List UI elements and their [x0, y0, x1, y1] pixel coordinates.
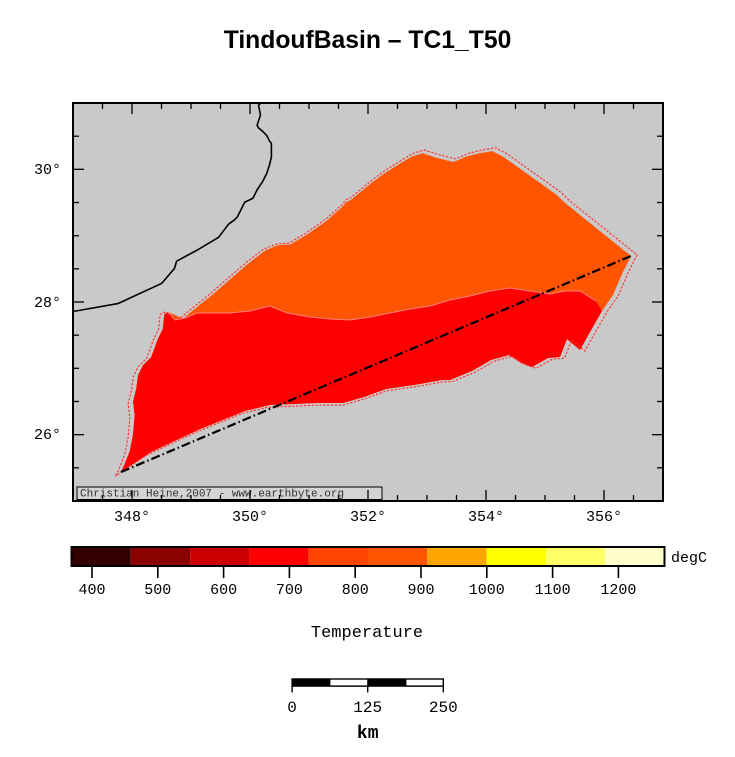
svg-text:356°: 356° — [586, 509, 622, 526]
svg-text:500: 500 — [144, 582, 171, 599]
svg-text:400: 400 — [78, 582, 105, 599]
svg-text:600: 600 — [210, 582, 237, 599]
svg-text:Temperature: Temperature — [311, 624, 423, 643]
svg-text:1200: 1200 — [600, 582, 636, 599]
svg-text:28°: 28° — [34, 295, 61, 312]
svg-text:350°: 350° — [232, 509, 268, 526]
svg-text:354°: 354° — [468, 509, 504, 526]
svg-text:352°: 352° — [350, 509, 386, 526]
svg-text:0: 0 — [287, 699, 297, 717]
svg-text:km: km — [357, 724, 379, 744]
svg-text:800: 800 — [342, 582, 369, 599]
svg-text:Christian Heine,2007 - www.ear: Christian Heine,2007 - www.earthbyte.org — [80, 488, 344, 500]
svg-text:250: 250 — [429, 699, 458, 717]
svg-text:348°: 348° — [114, 509, 150, 526]
svg-text:900: 900 — [407, 582, 434, 599]
svg-text:degC: degC — [671, 550, 707, 567]
svg-text:125: 125 — [353, 699, 382, 717]
svg-text:30°: 30° — [34, 162, 61, 179]
svg-text:1000: 1000 — [469, 582, 505, 599]
svg-text:1100: 1100 — [535, 582, 571, 599]
svg-text:26°: 26° — [34, 427, 61, 444]
svg-text:700: 700 — [276, 582, 303, 599]
